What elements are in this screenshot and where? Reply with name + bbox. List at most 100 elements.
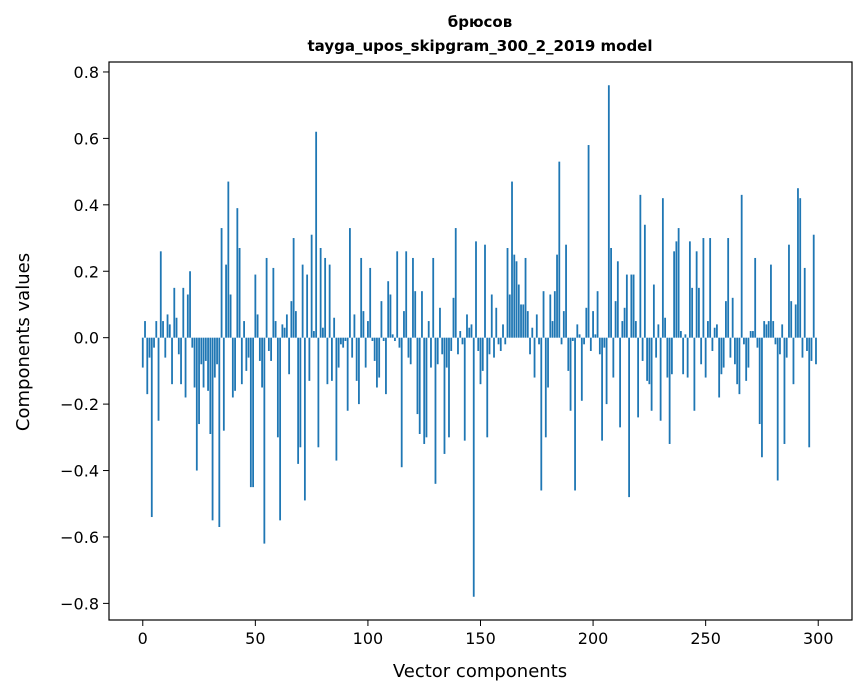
bar — [403, 311, 405, 338]
y-tick-label: −0.8 — [60, 594, 99, 613]
bar — [781, 324, 784, 338]
bar — [141, 337, 144, 368]
bar — [234, 337, 236, 391]
bar — [346, 337, 349, 411]
bar — [360, 257, 363, 338]
bar — [459, 331, 462, 338]
bar — [288, 337, 291, 375]
bar — [227, 181, 230, 338]
bar — [808, 337, 811, 448]
bar — [445, 337, 448, 368]
bar — [452, 297, 455, 338]
y-tick-label: 0.8 — [74, 63, 99, 82]
bar — [153, 337, 155, 348]
bar — [432, 257, 435, 338]
bar — [267, 337, 270, 351]
bar — [720, 337, 723, 375]
bar — [639, 194, 642, 338]
bar — [679, 331, 682, 338]
bar — [767, 321, 770, 338]
y-tick-label: 0.6 — [74, 129, 99, 148]
bar — [601, 337, 603, 441]
bar — [409, 337, 412, 365]
bar — [634, 321, 637, 338]
bar — [315, 131, 318, 338]
bar — [490, 294, 493, 338]
bar — [803, 267, 806, 338]
bar — [565, 244, 567, 338]
bar — [396, 251, 399, 338]
bar — [378, 337, 381, 378]
bar — [364, 337, 367, 368]
x-tick-label: 100 — [353, 629, 384, 648]
bar — [477, 337, 480, 351]
bar — [249, 337, 252, 488]
bar — [763, 321, 766, 338]
bar — [538, 337, 540, 345]
bar — [294, 311, 297, 338]
bar — [285, 314, 288, 338]
bar — [148, 337, 151, 358]
bar — [146, 337, 149, 395]
chart-title: брюсов — [448, 13, 512, 31]
bar — [797, 188, 799, 338]
bar — [184, 337, 187, 398]
bar — [558, 161, 561, 338]
bar — [790, 301, 793, 338]
bar — [675, 241, 678, 338]
bar — [571, 337, 574, 341]
bar — [306, 274, 309, 338]
bar — [436, 337, 439, 365]
bar — [236, 208, 239, 338]
bar — [553, 291, 556, 338]
bar — [655, 337, 658, 358]
bar — [700, 337, 703, 365]
bar — [211, 337, 214, 521]
bar — [373, 337, 376, 361]
bar — [707, 321, 709, 338]
bar — [324, 257, 327, 338]
bar — [801, 337, 804, 358]
y-tick-label: 0.2 — [74, 262, 99, 281]
bar — [605, 337, 608, 405]
bar — [718, 337, 721, 398]
bar — [220, 228, 223, 338]
bar — [191, 337, 194, 348]
bar — [632, 274, 635, 338]
bar — [173, 287, 176, 338]
bar — [754, 257, 757, 338]
bar — [560, 337, 563, 345]
bar — [405, 251, 408, 338]
bar — [731, 297, 734, 338]
bar — [272, 267, 275, 338]
bar — [752, 331, 754, 338]
bar — [761, 337, 763, 458]
bar — [522, 304, 525, 338]
bar — [540, 337, 543, 491]
bar — [533, 337, 536, 378]
bar — [747, 337, 750, 368]
bar — [749, 331, 752, 338]
bar — [468, 327, 471, 338]
bar — [659, 337, 662, 421]
x-axis-ticks: 0 50 100 150 200 250 300 — [138, 620, 834, 648]
bar — [535, 314, 538, 338]
bar — [202, 337, 205, 388]
bar — [544, 337, 547, 438]
bar — [783, 337, 786, 444]
bar — [497, 337, 500, 345]
bar — [189, 271, 191, 338]
bar — [281, 324, 284, 338]
bar — [389, 294, 392, 338]
bar — [580, 337, 583, 401]
y-tick-label: 0.4 — [74, 196, 99, 215]
bar — [774, 337, 777, 345]
x-tick-label: 200 — [578, 629, 609, 648]
bar — [349, 228, 351, 338]
bar — [472, 337, 475, 597]
bar — [702, 238, 705, 338]
bar — [587, 145, 590, 338]
bar — [772, 321, 775, 338]
bar — [439, 307, 441, 338]
bar — [371, 337, 374, 341]
